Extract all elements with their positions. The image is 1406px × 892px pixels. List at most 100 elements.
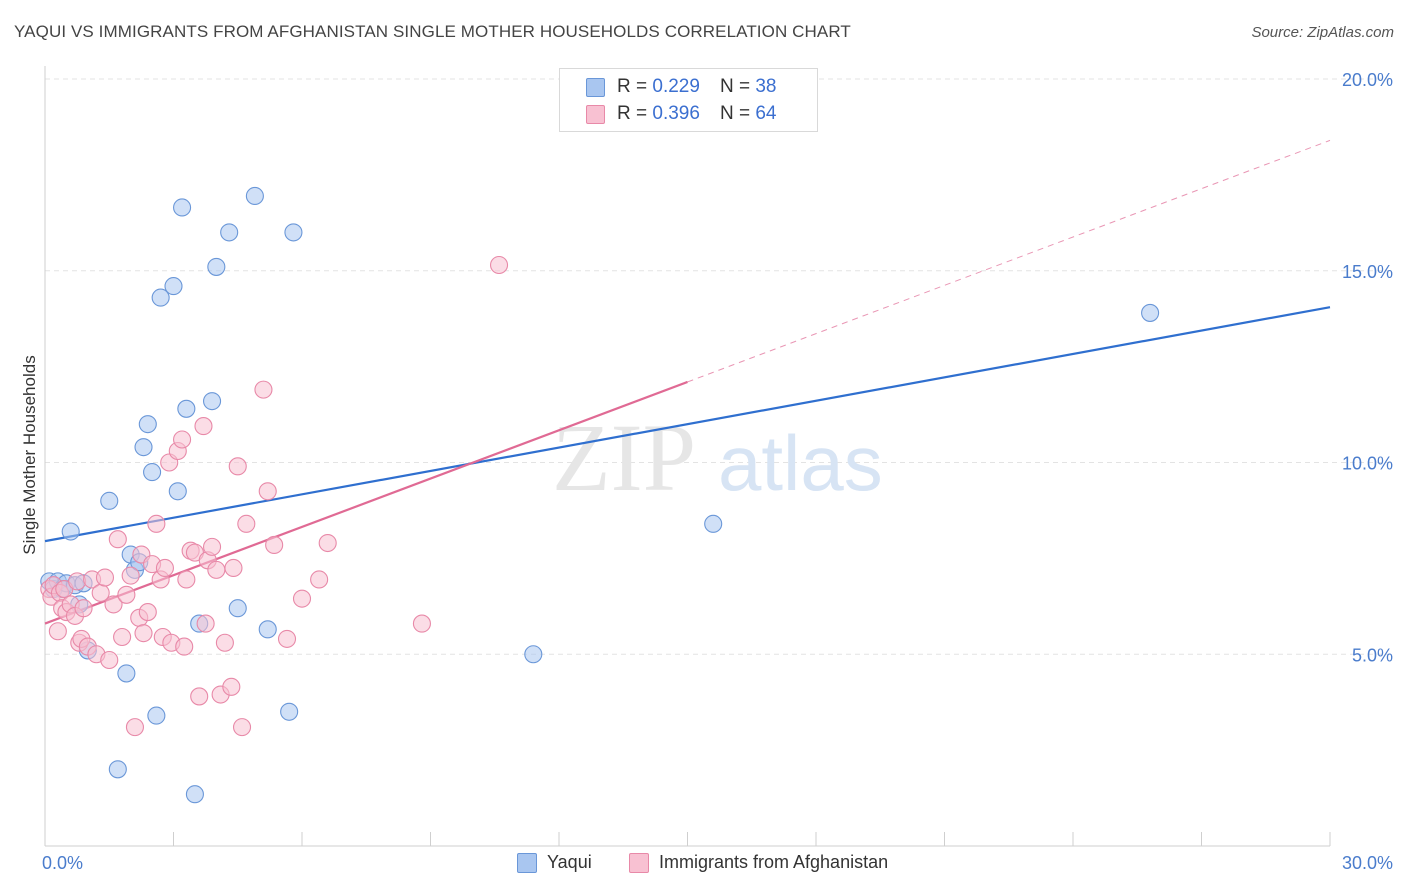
- bottom-legend-label-afghanistan: Immigrants from Afghanistan: [659, 852, 889, 872]
- data-point-afghanistan: [292, 589, 312, 608]
- legend-r-label: R =: [617, 76, 648, 97]
- data-point-yaqui: [245, 186, 264, 206]
- legend-row-afghanistan: R = 0.396 N = 64: [586, 103, 776, 125]
- trend-line-afghanistan: [44, 380, 688, 625]
- legend-r-value: 0.396: [652, 103, 700, 124]
- data-point-yaqui: [704, 514, 723, 533]
- data-point-afghanistan: [155, 558, 174, 578]
- data-point-afghanistan: [68, 572, 87, 591]
- trend-line-afghanistan-extension: [687, 139, 1331, 383]
- data-point-yaqui: [258, 620, 277, 639]
- data-point-afghanistan: [258, 482, 277, 501]
- data-point-yaqui: [138, 415, 157, 434]
- axes: [44, 66, 1331, 847]
- data-point-yaqui: [220, 223, 239, 242]
- bottom-legend-afghanistan: Immigrants from Afghanistan: [629, 852, 888, 873]
- legend-n-value: 38: [755, 76, 777, 97]
- chart-title: YAQUI VS IMMIGRANTS FROM AFGHANISTAN SIN…: [14, 22, 851, 41]
- x-tick-label: 30.0%: [1342, 853, 1393, 873]
- y-tick-label: 10.0%: [1342, 454, 1393, 474]
- data-point-yaqui: [203, 392, 222, 411]
- bottom-legend-swatch-afghanistan: [629, 852, 649, 873]
- data-point-afghanistan: [232, 718, 252, 737]
- data-point-afghanistan: [254, 380, 273, 399]
- data-point-yaqui: [524, 645, 543, 664]
- data-point-yaqui: [168, 482, 187, 501]
- bottom-legend-yaqui: Yaqui: [517, 852, 592, 873]
- data-point-afghanistan: [108, 530, 127, 549]
- data-points: [40, 186, 1160, 804]
- data-point-yaqui: [177, 399, 196, 418]
- data-point-afghanistan: [138, 603, 157, 622]
- watermark: ZIP atlas: [552, 404, 883, 511]
- data-point-afghanistan: [125, 718, 144, 737]
- data-point-yaqui: [134, 438, 153, 457]
- data-point-yaqui: [117, 664, 136, 683]
- data-point-afghanistan: [228, 457, 247, 476]
- data-point-afghanistan: [121, 566, 140, 585]
- legend-swatch-afghanistan: [586, 104, 605, 124]
- correlation-legend: R = 0.229 N = 38 R = 0.396 N = 64: [559, 68, 818, 132]
- legend-n-label: N =: [719, 76, 751, 97]
- data-point-afghanistan: [48, 622, 67, 641]
- trend-line-yaqui: [44, 306, 1331, 543]
- data-point-afghanistan: [100, 650, 119, 670]
- data-point-yaqui: [100, 491, 119, 510]
- data-point-afghanistan: [203, 537, 222, 556]
- data-point-yaqui: [147, 706, 166, 725]
- data-point-afghanistan: [190, 687, 209, 706]
- data-point-afghanistan: [318, 533, 337, 553]
- data-point-afghanistan: [215, 633, 234, 652]
- data-point-afghanistan: [412, 614, 431, 633]
- data-point-afghanistan: [173, 430, 192, 449]
- legend-swatch-yaqui: [586, 77, 605, 97]
- data-point-yaqui: [207, 257, 226, 276]
- data-point-yaqui: [151, 288, 170, 307]
- data-point-afghanistan: [310, 570, 329, 589]
- data-point-yaqui: [61, 522, 80, 541]
- data-point-afghanistan: [194, 417, 213, 436]
- data-point-afghanistan: [134, 624, 153, 643]
- data-point-afghanistan: [237, 514, 256, 533]
- data-point-yaqui: [280, 702, 299, 721]
- data-point-afghanistan: [113, 627, 132, 647]
- source-label: Source: ZipAtlas.com: [1251, 24, 1394, 41]
- y-tick-label: 15.0%: [1342, 262, 1393, 282]
- data-point-afghanistan: [224, 558, 243, 578]
- legend-n-value: 64: [755, 103, 777, 124]
- legend-n-label: N =: [719, 103, 751, 124]
- data-point-afghanistan: [207, 560, 226, 579]
- data-point-afghanistan: [175, 637, 194, 656]
- data-point-afghanistan: [104, 595, 123, 614]
- y-tick-label: 5.0%: [1352, 645, 1393, 665]
- data-point-afghanistan: [147, 514, 166, 533]
- data-point-afghanistan: [177, 570, 196, 589]
- watermark-zip: ZIP: [552, 404, 696, 511]
- bottom-legend-swatch-yaqui: [517, 852, 537, 873]
- legend-r-label: R =: [617, 103, 648, 124]
- data-point-afghanistan: [265, 535, 284, 555]
- data-point-afghanistan: [277, 629, 297, 648]
- watermark-atlas: atlas: [718, 419, 883, 507]
- data-point-afghanistan: [196, 614, 215, 633]
- data-point-afghanistan: [489, 255, 509, 275]
- data-point-afghanistan: [95, 568, 115, 587]
- data-point-yaqui: [284, 223, 303, 242]
- x-tick-label: 0.0%: [42, 853, 83, 873]
- tick-labels: 5.0% 10.0% 15.0% 20.0% 0.0% 30.0%: [42, 70, 1393, 873]
- data-point-yaqui: [228, 599, 247, 618]
- grid-lines: [45, 78, 1390, 655]
- data-point-yaqui: [173, 198, 192, 217]
- data-point-yaqui: [185, 785, 204, 804]
- bottom-legend-label-yaqui: Yaqui: [547, 852, 592, 872]
- y-axis-label: Single Mother Households: [20, 355, 39, 554]
- legend-row-yaqui: R = 0.229 N = 38: [586, 76, 776, 98]
- legend-r-value: 0.229: [652, 76, 700, 97]
- data-point-afghanistan: [222, 677, 241, 696]
- data-point-yaqui: [108, 760, 127, 779]
- data-point-afghanistan: [74, 599, 93, 618]
- data-point-yaqui: [1141, 303, 1160, 322]
- data-point-yaqui: [143, 463, 162, 482]
- data-point-afghanistan: [117, 585, 136, 604]
